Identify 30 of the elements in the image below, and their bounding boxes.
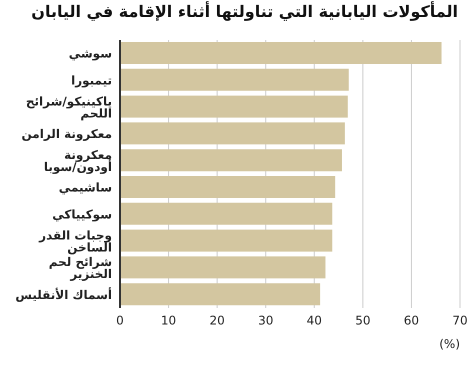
bar: [120, 256, 326, 278]
y-tick-label: معكرونة الرامن: [22, 127, 112, 142]
y-tick-label: ياكينيكو/شرائح اللحم: [26, 94, 112, 120]
y-tick-label: أسماك الأنقليس: [15, 286, 112, 302]
x-axis-title: (%): [439, 337, 460, 351]
x-tick-label: 50: [355, 314, 370, 328]
bar: [120, 283, 320, 306]
x-tick-label: 10: [160, 314, 176, 328]
y-tick-label: وجبات القدر الساخن: [38, 228, 112, 254]
bar: [120, 96, 348, 118]
x-tick-label: 70: [452, 314, 468, 328]
y-tick-label: ساشيمي: [58, 180, 112, 195]
y-tick-label: سوشي: [68, 46, 112, 61]
x-tick-label: 20: [210, 314, 225, 328]
bar: [120, 42, 442, 64]
x-tick-label: 0: [116, 314, 124, 328]
x-tick-label: 30: [258, 314, 274, 328]
bar: [120, 122, 345, 144]
bar: [120, 176, 336, 198]
chart-title: المأكولات اليابانية التي تناولتها أثناء الإقامة في اليابان: [31, 2, 458, 21]
y-tick-label: شرائح لحم الخنزير: [48, 255, 112, 282]
bar: [120, 202, 332, 225]
bar: [120, 230, 332, 252]
x-tick-label: 60: [404, 314, 420, 328]
y-tick-label: سوكيياكي: [52, 207, 112, 222]
x-tick-label: 40: [306, 314, 322, 328]
y-tick-label: معكرونة أودون/سوبا: [44, 148, 112, 174]
bar: [120, 68, 349, 91]
y-tick-label: تيمبورا: [71, 73, 112, 88]
bar: [120, 149, 342, 172]
